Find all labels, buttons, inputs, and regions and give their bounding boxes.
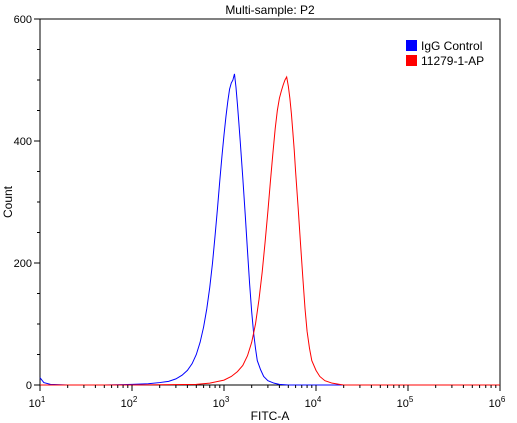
plot-series <box>39 73 500 386</box>
x-tick-label: 104 <box>305 395 322 410</box>
y-tick-label: 600 <box>14 14 32 26</box>
legend-label: 11279-1-AP <box>421 54 484 68</box>
series-line-0 <box>39 73 500 386</box>
y-tick-label: 400 <box>14 136 32 148</box>
legend-swatch <box>406 55 417 66</box>
series-line-1 <box>40 75 500 386</box>
x-tick-label: 102 <box>121 395 138 410</box>
x-axis-title: FITC-A <box>251 409 290 423</box>
x-axis: 101 102 103 104 105 106 <box>29 385 506 410</box>
x-tick-label: 103 <box>213 395 230 410</box>
y-axis: 0 200 400 600 <box>14 14 40 392</box>
y-axis-title: Count <box>1 185 15 218</box>
legend-label: IgG Control <box>421 39 482 53</box>
x-tick-label: 106 <box>489 395 506 410</box>
plot-frame <box>39 18 501 386</box>
y-tick-label: 200 <box>14 258 32 270</box>
legend-swatch <box>406 40 417 51</box>
y-tick-label: 0 <box>26 380 32 392</box>
x-tick-label: 105 <box>397 395 414 410</box>
chart-title: Multi-sample: P2 <box>225 3 315 17</box>
x-tick-label: 101 <box>29 395 46 410</box>
